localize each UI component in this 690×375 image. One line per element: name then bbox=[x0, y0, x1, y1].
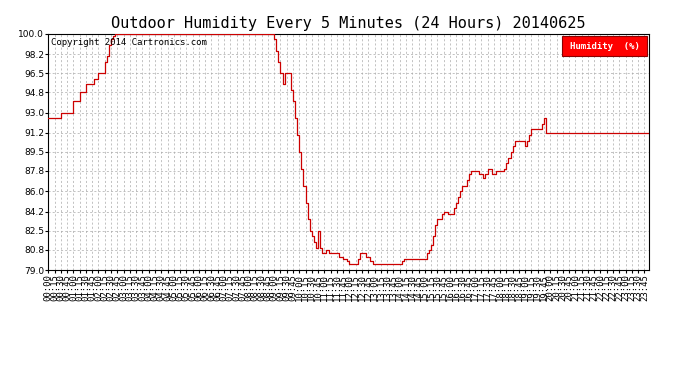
Text: Copyright 2014 Cartronics.com: Copyright 2014 Cartronics.com bbox=[51, 39, 207, 48]
FancyBboxPatch shape bbox=[562, 36, 647, 56]
Text: Humidity  (%): Humidity (%) bbox=[569, 42, 640, 51]
Title: Outdoor Humidity Every 5 Minutes (24 Hours) 20140625: Outdoor Humidity Every 5 Minutes (24 Hou… bbox=[111, 16, 586, 31]
